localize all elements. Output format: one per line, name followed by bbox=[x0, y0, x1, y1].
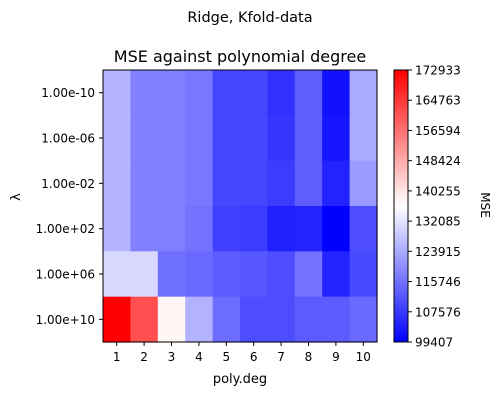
x-axis-label: poly.deg bbox=[213, 372, 267, 387]
heatmap-cell bbox=[240, 206, 268, 252]
heatmap-cell bbox=[185, 160, 214, 207]
heatmap-cell bbox=[240, 115, 268, 162]
heatmap-cell bbox=[240, 296, 268, 343]
heatmap-cell bbox=[212, 70, 241, 116]
heatmap-cell bbox=[130, 206, 159, 252]
y-tick-label: 1.00e+06 bbox=[36, 268, 95, 282]
x-tick-labels: 1 2 3 4 5 6 7 8 9 10 bbox=[113, 342, 371, 364]
heatmap-cell bbox=[103, 206, 131, 252]
heatmap-cell bbox=[103, 160, 131, 207]
heatmap-cell bbox=[157, 206, 186, 252]
heatmap-cell bbox=[185, 206, 214, 252]
chart-suptitle: Ridge, Kfold-data bbox=[187, 10, 312, 26]
colorbar-tick-label: 107576 bbox=[415, 305, 461, 319]
y-tick-label: 1.00e-02 bbox=[41, 177, 95, 191]
heatmap-cell bbox=[185, 296, 214, 343]
colorbar-tick-label: 99407 bbox=[415, 336, 453, 350]
heatmap-cell bbox=[212, 160, 241, 207]
heatmap-cell bbox=[349, 296, 378, 343]
x-tick-label: 6 bbox=[250, 350, 258, 364]
colorbar-tick-label: 132085 bbox=[415, 215, 461, 229]
heatmap-cell bbox=[212, 251, 241, 298]
heatmap-cell bbox=[130, 115, 159, 162]
heatmap-cell bbox=[267, 160, 296, 207]
heatmap-cell bbox=[103, 70, 131, 116]
heatmap-cell bbox=[130, 160, 159, 207]
heatmap-cell bbox=[185, 251, 214, 298]
heatmap-cell bbox=[185, 115, 214, 162]
heatmap-cell bbox=[130, 251, 159, 298]
y-tick-label: 1.00e+02 bbox=[36, 222, 95, 236]
heatmap-cell bbox=[212, 296, 241, 343]
heatmap-cell bbox=[322, 115, 351, 162]
chart-title: MSE against polynomial degree bbox=[114, 47, 366, 66]
heatmap-cell bbox=[294, 115, 323, 162]
colorbar-tick-label: 156594 bbox=[415, 124, 461, 138]
y-tick-labels: 1.00e-10 1.00e-06 1.00e-02 1.00e+02 1.00e+06… bbox=[36, 86, 103, 327]
colorbar-label: MSE bbox=[478, 192, 492, 218]
heatmap-cell bbox=[294, 70, 323, 116]
heatmap-cell bbox=[349, 160, 378, 207]
y-tick-label: 1.00e+10 bbox=[36, 313, 95, 327]
heatmap-cell bbox=[157, 160, 186, 207]
heatmap-cell bbox=[349, 206, 378, 252]
x-tick-label: 10 bbox=[356, 350, 371, 364]
colorbar-tick-label: 123915 bbox=[415, 245, 461, 259]
y-tick-label: 1.00e-10 bbox=[41, 86, 95, 100]
heatmap-cell bbox=[267, 251, 296, 298]
colorbar-tick-label: 172933 bbox=[415, 64, 461, 78]
x-tick-label: 7 bbox=[277, 350, 285, 364]
heatmap-cell bbox=[103, 251, 131, 298]
heatmap-cell bbox=[294, 296, 323, 343]
x-tick-label: 4 bbox=[195, 350, 203, 364]
heatmap-cell bbox=[185, 70, 214, 116]
x-tick-label: 2 bbox=[140, 350, 148, 364]
heatmap-cell bbox=[240, 70, 268, 116]
colorbar bbox=[393, 69, 409, 343]
heatmap-cell bbox=[322, 251, 351, 298]
heatmap-cell bbox=[130, 70, 159, 116]
heatmap-cell bbox=[157, 70, 186, 116]
heatmap-cell bbox=[349, 70, 378, 116]
colorbar-ticks: 172933 164763 156594 148424 140255 132085 1239… bbox=[408, 64, 461, 350]
heatmap-cell bbox=[322, 70, 351, 116]
heatmap-cell bbox=[157, 115, 186, 162]
heatmap-cell bbox=[267, 115, 296, 162]
y-axis-label: λ bbox=[9, 193, 24, 201]
heatmap-cell bbox=[267, 70, 296, 116]
heatmap-cell bbox=[240, 251, 268, 298]
heatmap-cell bbox=[130, 296, 159, 343]
heatmap-cells bbox=[103, 70, 378, 343]
heatmap-cell bbox=[322, 296, 351, 343]
x-tick-label: 9 bbox=[332, 350, 340, 364]
heatmap-cell bbox=[322, 206, 351, 252]
colorbar-tick-label: 140255 bbox=[415, 184, 461, 198]
y-tick-label: 1.00e-06 bbox=[41, 132, 95, 146]
colorbar-tick-label: 115746 bbox=[415, 275, 461, 289]
heatmap-cell bbox=[103, 296, 131, 343]
heatmap-cell bbox=[349, 251, 378, 298]
x-tick-label: 3 bbox=[168, 350, 176, 364]
heatmap-cell bbox=[103, 115, 131, 162]
heatmap-cell bbox=[157, 296, 186, 343]
plot-frame bbox=[102, 69, 378, 343]
heatmap-cell bbox=[212, 115, 241, 162]
heatmap-cell bbox=[267, 296, 296, 343]
heatmap-cell bbox=[212, 206, 241, 252]
heatmap-cell bbox=[294, 160, 323, 207]
x-tick-label: 1 bbox=[113, 350, 121, 364]
heatmap-cell bbox=[157, 251, 186, 298]
heatmap-cell bbox=[267, 206, 296, 252]
colorbar-tick-label: 148424 bbox=[415, 154, 461, 168]
heatmap-cell bbox=[294, 251, 323, 298]
x-tick-label: 5 bbox=[222, 350, 230, 364]
heatmap-cell bbox=[322, 160, 351, 207]
colorbar-tick-label: 164763 bbox=[415, 94, 461, 108]
heatmap-cell bbox=[294, 206, 323, 252]
x-tick-label: 8 bbox=[305, 350, 313, 364]
heatmap-cell bbox=[240, 160, 268, 207]
heatmap-cell bbox=[349, 115, 378, 162]
